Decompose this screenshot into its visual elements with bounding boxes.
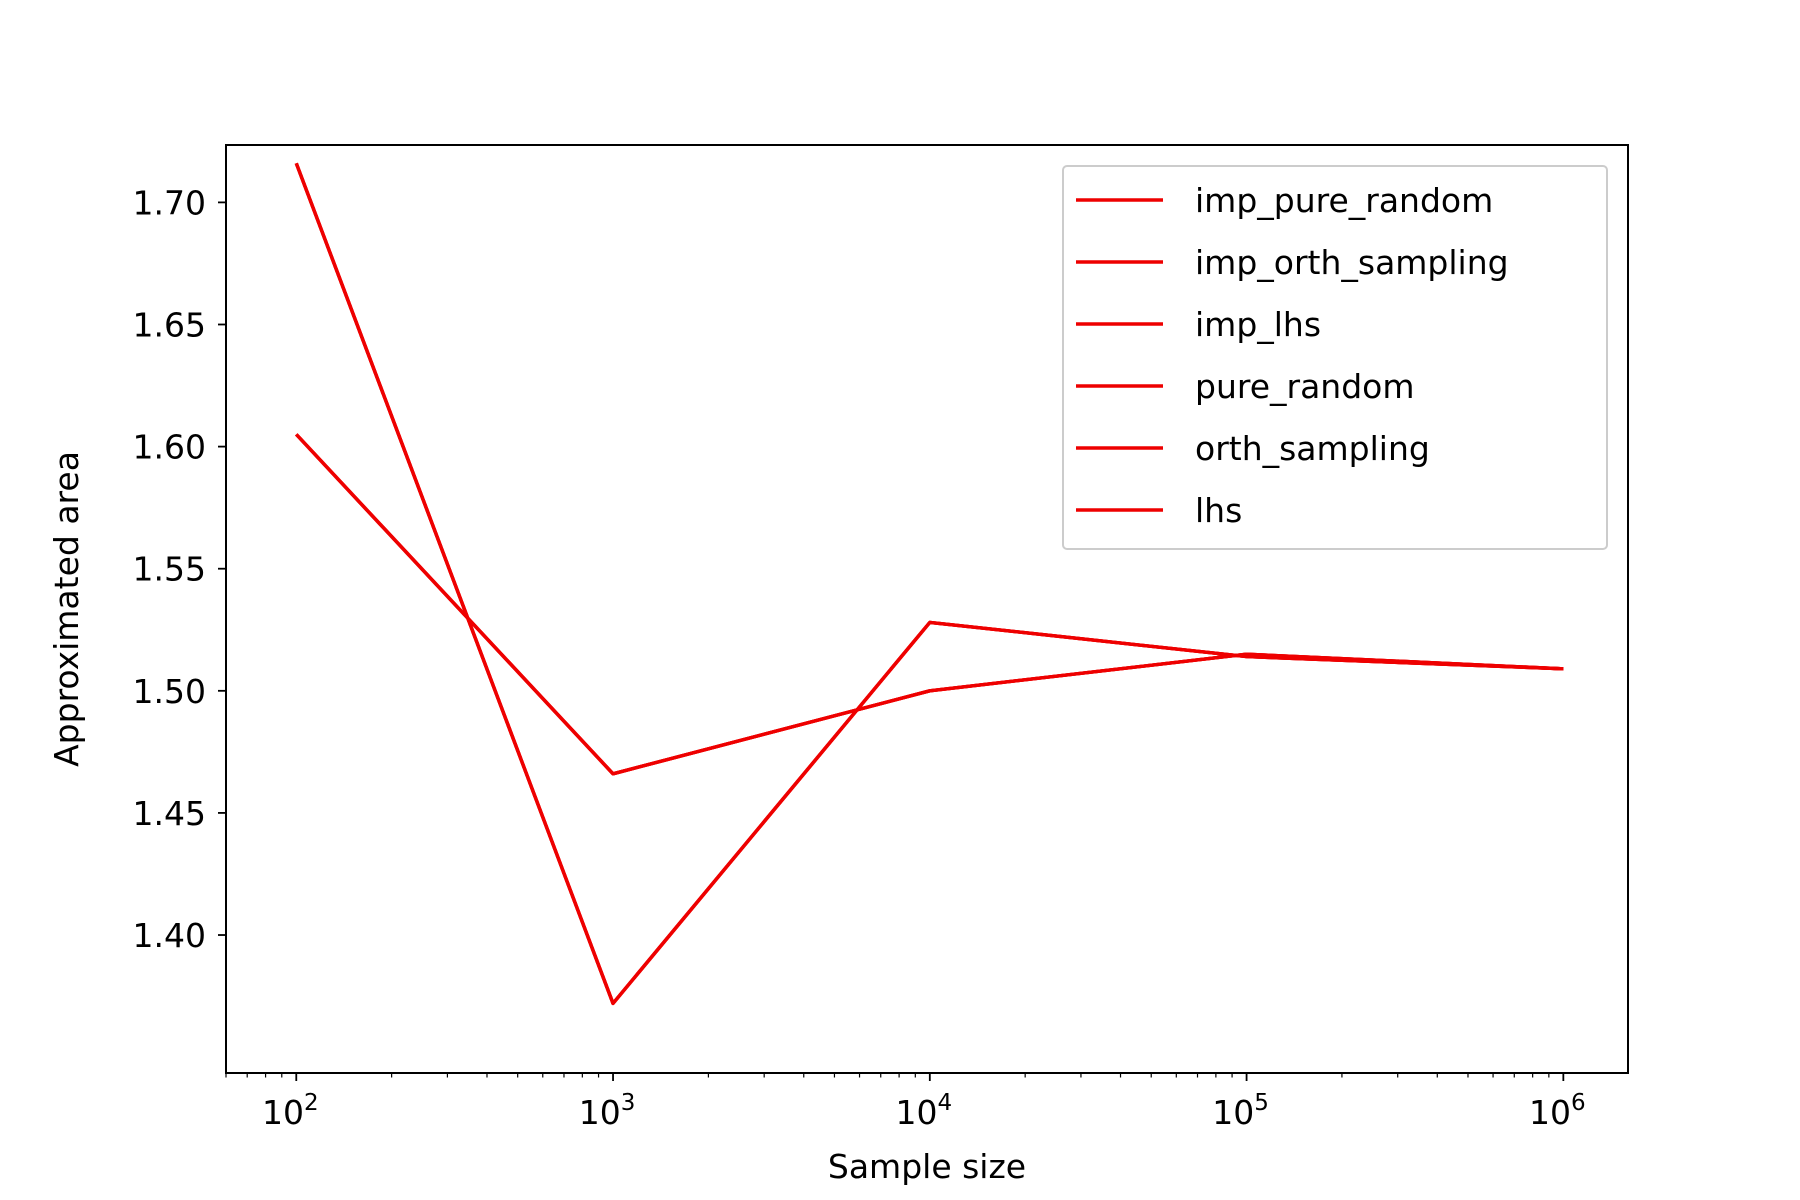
y-axis-ticks: 1.40 1.45 1.50 1.55 1.60 1.65 1.70 bbox=[133, 183, 226, 955]
x-tick-label: 102 bbox=[262, 1090, 319, 1132]
y-tick-label: 1.50 bbox=[133, 672, 206, 711]
legend-label: pure_random bbox=[1195, 367, 1415, 406]
series-line-lhs bbox=[295, 433, 1564, 776]
y-tick-label: 1.40 bbox=[133, 916, 206, 955]
x-tick-label: 106 bbox=[1529, 1090, 1586, 1132]
legend-label: imp_pure_random bbox=[1195, 181, 1493, 220]
y-tick-label: 1.45 bbox=[133, 794, 206, 833]
series-layer bbox=[294, 162, 1564, 1006]
y-tick-label: 1.60 bbox=[133, 428, 206, 467]
legend-label: lhs bbox=[1195, 491, 1242, 530]
y-tick-label: 1.65 bbox=[133, 305, 206, 344]
legend-label: orth_sampling bbox=[1195, 429, 1430, 468]
x-tick-label: 105 bbox=[1212, 1090, 1269, 1132]
x-axis-title: Sample size bbox=[828, 1147, 1026, 1186]
y-tick-label: 1.70 bbox=[133, 183, 206, 222]
x-tick-label: 103 bbox=[579, 1090, 636, 1132]
legend: imp_pure_random imp_orth_sampling imp_lhsp… bbox=[1062, 165, 1608, 550]
legend-box bbox=[1062, 165, 1608, 550]
legend-label: imp_orth_sampling bbox=[1195, 243, 1509, 282]
legend-label: imp_lhs bbox=[1195, 305, 1321, 344]
x-tick-label: 104 bbox=[895, 1090, 952, 1132]
x-axis-ticks: 102 103 104 105 106 bbox=[225, 1073, 1586, 1132]
plot-frame bbox=[225, 144, 1629, 1074]
y-axis-title: Approximated area bbox=[47, 451, 86, 767]
y-tick-label: 1.55 bbox=[133, 550, 206, 589]
